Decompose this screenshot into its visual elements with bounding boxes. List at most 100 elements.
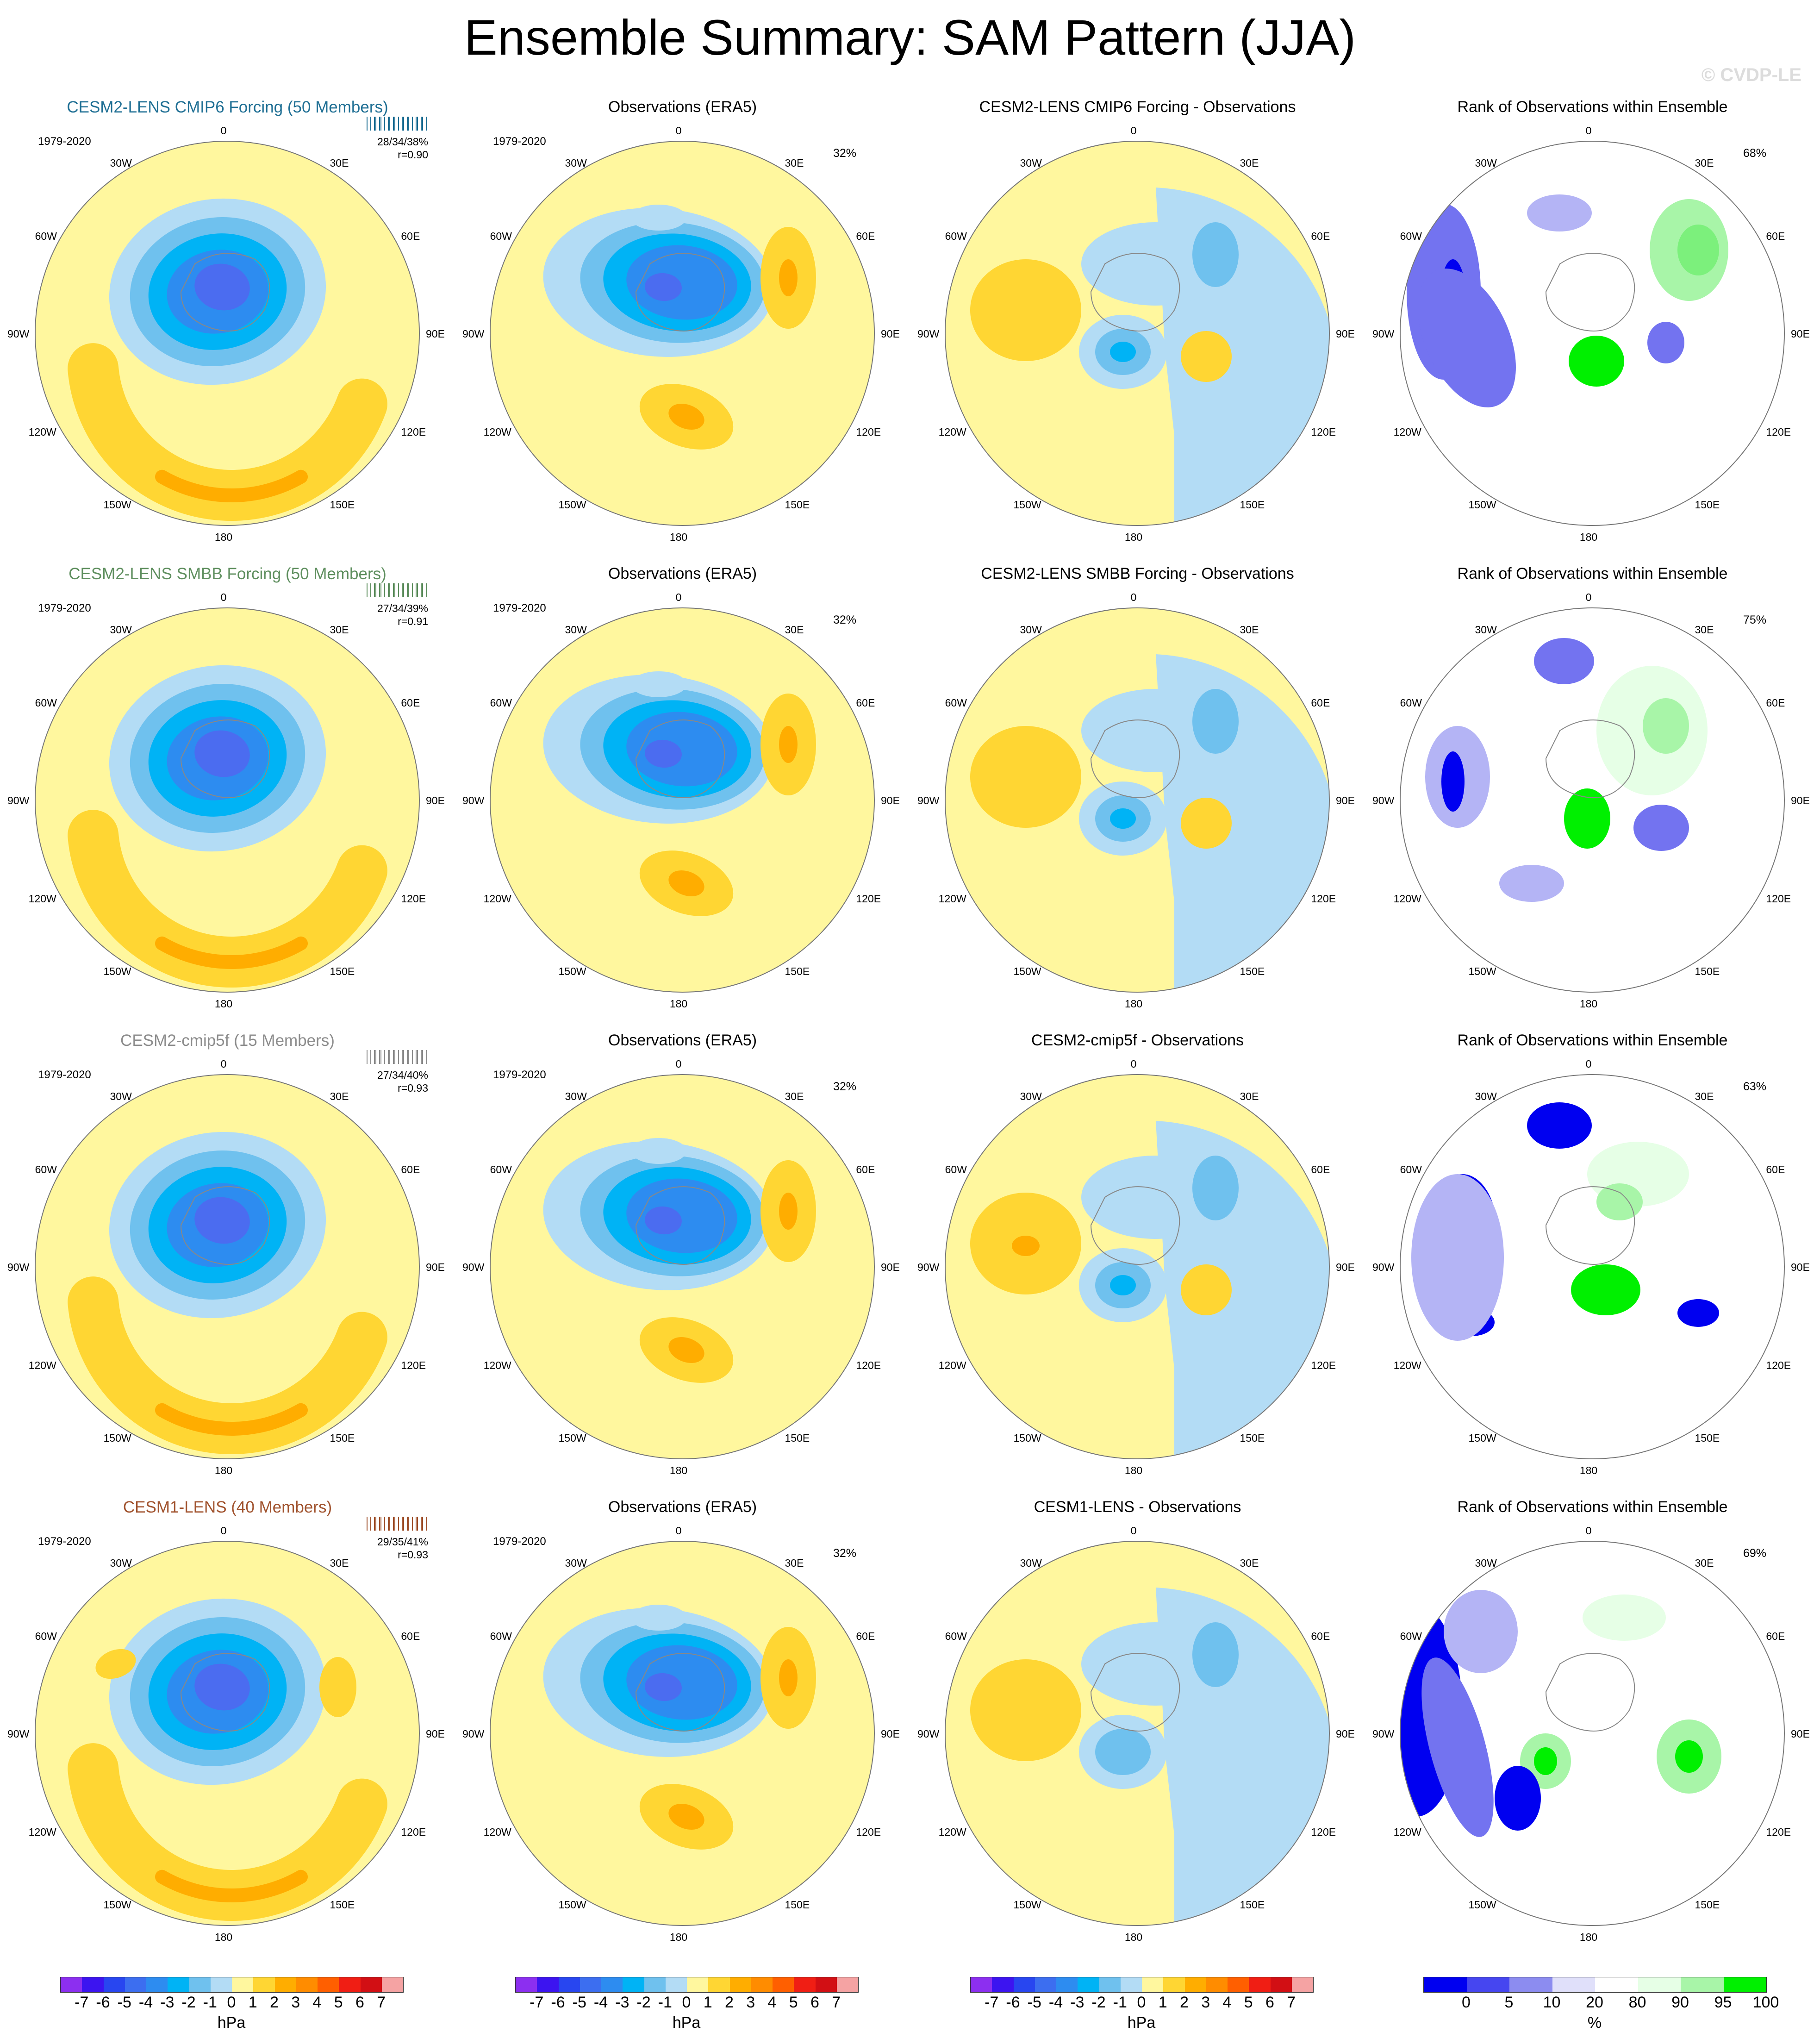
period-label: 1979-2020 xyxy=(38,1069,91,1081)
rank-region-6 xyxy=(1534,638,1594,684)
rank-panel: Rank of Observations within Ensemble 0 30W… xyxy=(1365,1026,1820,1493)
colorbar-swatch xyxy=(1595,1977,1638,1992)
colorbar-tick-label: 1 xyxy=(703,1994,712,2011)
colorbar-tick-label: 7 xyxy=(832,1994,841,2011)
colorbar-tick-label: -2 xyxy=(181,1994,196,2011)
variance-percent: 69% xyxy=(1743,1547,1767,1560)
longitude-label: 120E xyxy=(401,1826,426,1838)
colorbar-tick-label: -3 xyxy=(160,1994,175,2011)
colorbar-tick-label: 10 xyxy=(1543,1994,1561,2011)
longitude-label: 180 xyxy=(1579,531,1598,543)
rank-region-1 xyxy=(1421,1657,1494,1837)
colorbar-tick-label: 0 xyxy=(1137,1994,1146,2011)
longitude-label: 150E xyxy=(785,1432,810,1444)
longitude-label: 60E xyxy=(1311,696,1330,709)
longitude-label: 90E xyxy=(426,328,445,340)
longitude-label: 30W xyxy=(565,156,587,169)
ensemble-stats: 29/35/41% r=0.93 xyxy=(377,1535,428,1561)
neg-east-core xyxy=(1192,689,1239,754)
longitude-label: 60E xyxy=(856,1630,875,1642)
colorbar-swatch xyxy=(623,1977,644,1992)
positive-west xyxy=(970,726,1081,828)
longitude-label: 0 xyxy=(220,1525,227,1537)
polar-map xyxy=(945,1541,1330,1926)
longitude-label: 30W xyxy=(1020,1090,1042,1102)
longitude-label: 30W xyxy=(1020,623,1042,636)
colorbar-tick-label: 4 xyxy=(767,1994,777,2011)
pattern-correlation: r=0.91 xyxy=(398,615,428,627)
colorbar-swatch xyxy=(1681,1977,1724,1992)
longitude-label: 90W xyxy=(917,328,940,340)
neg-north xyxy=(631,1138,686,1164)
colorbar-swatch xyxy=(1249,1977,1271,1992)
map-field xyxy=(490,1541,874,1926)
longitude-label: 180 xyxy=(1124,998,1143,1010)
longitude-label: 60W xyxy=(35,1630,57,1642)
longitude-label: 30W xyxy=(110,156,132,169)
longitude-label: 120E xyxy=(1766,1359,1791,1371)
panel-title: Rank of Observations within Ensemble xyxy=(1457,98,1728,116)
longitude-label: 60E xyxy=(1311,230,1330,242)
rank-colorbar xyxy=(1423,1977,1767,1993)
positive-east-core xyxy=(779,1659,798,1696)
antarctica-coastline xyxy=(1090,1653,1180,1732)
colorbar-swatch xyxy=(1509,1977,1552,1992)
colorbar-swatch xyxy=(558,1977,580,1992)
ensemble-stats: 27/34/39% r=0.91 xyxy=(377,602,428,628)
longitude-label: 90W xyxy=(462,328,485,340)
neg-north xyxy=(631,671,686,697)
colorbar-swatch xyxy=(274,1977,296,1992)
longitude-label: 150E xyxy=(785,1899,810,1911)
map-field xyxy=(945,1541,1329,1926)
neg-south-3 xyxy=(1110,808,1136,829)
colorbar-swatch xyxy=(708,1977,730,1992)
longitude-label: 0 xyxy=(1585,125,1592,137)
longitude-label: 180 xyxy=(669,1464,688,1476)
longitude-label: 30W xyxy=(1020,1557,1042,1569)
colorbar-tick-label: 0 xyxy=(1462,1994,1471,2011)
colorbar-tick-label: 5 xyxy=(789,1994,798,2011)
map-border xyxy=(490,607,875,993)
colorbar-swatch xyxy=(296,1977,318,1992)
antarctica-coastline xyxy=(1545,1653,1635,1732)
longitude-label: 150W xyxy=(1013,499,1041,511)
colorbar-tick-label: -1 xyxy=(203,1994,217,2011)
neg-contour-4 xyxy=(626,712,737,787)
colorbar-tick-label: -1 xyxy=(658,1994,672,2011)
colorbar-tick-label: -6 xyxy=(96,1994,110,2011)
antarctica-coastline xyxy=(635,1653,725,1732)
rank-region-5 xyxy=(1643,698,1689,754)
page-title: Ensemble Summary: SAM Pattern (JJA) xyxy=(464,9,1356,65)
colorbar-swatch xyxy=(1013,1977,1035,1992)
longitude-label: 30E xyxy=(330,156,349,169)
colorbar-swatch xyxy=(1206,1977,1228,1992)
longitude-label: 90W xyxy=(1372,328,1395,340)
colorbar-tick-label: 5 xyxy=(334,1994,343,2011)
longitude-label: 150W xyxy=(1468,1432,1496,1444)
neg-contour-4 xyxy=(626,1178,737,1253)
diff-panel: CESM2-LENS CMIP6 Forcing - Observations 0… xyxy=(910,93,1365,559)
colorbar-swatch xyxy=(189,1977,211,1992)
longitude-label: 60W xyxy=(35,696,57,709)
colorbar-swatch xyxy=(1466,1977,1509,1992)
antarctica-coastline xyxy=(635,1186,725,1265)
colorbar-tick-label: 2 xyxy=(725,1994,734,2011)
colorbar-swatch xyxy=(381,1977,403,1992)
longitude-label: 150E xyxy=(1240,965,1265,978)
longitude-label: 60W xyxy=(945,1163,967,1175)
longitude-label: 30E xyxy=(330,1557,349,1569)
longitude-label: 150W xyxy=(1013,965,1041,978)
period-label: 1979-2020 xyxy=(38,135,91,148)
panel-title: CESM2-cmip5f - Observations xyxy=(1031,1032,1244,1049)
longitude-label: 120E xyxy=(856,892,881,905)
variance-percent: 32% xyxy=(833,1547,857,1560)
panel-title: CESM2-LENS CMIP6 Forcing - Observations xyxy=(979,98,1296,116)
colorbar-tick-label: 7 xyxy=(377,1994,386,2011)
longitude-label: 120W xyxy=(938,425,966,438)
colorbar-units: hPa xyxy=(1127,2014,1156,2032)
colorbar-tick-label: -5 xyxy=(572,1994,586,2011)
rank-region-4 xyxy=(1534,1747,1557,1775)
neg-contour-4 xyxy=(626,245,737,320)
map-border xyxy=(945,1074,1330,1459)
longitude-label: 0 xyxy=(1585,1058,1592,1070)
